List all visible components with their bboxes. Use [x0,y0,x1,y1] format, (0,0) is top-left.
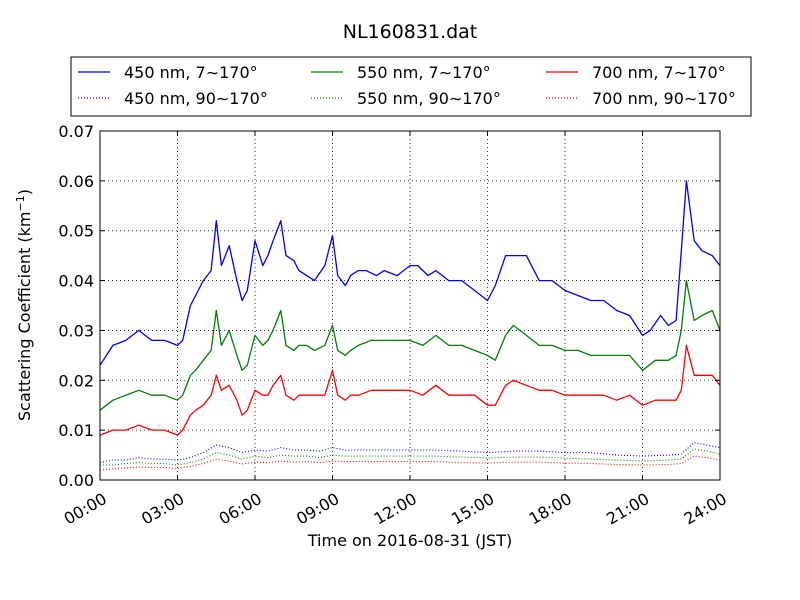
y-tick-label: 0.07 [58,122,94,141]
legend-label: 550 nm, 7∼170° [357,63,491,82]
legend-label: 550 nm, 90∼170° [357,89,501,108]
x-tick-label: 09:00 [293,489,342,529]
x-axis-label: Time on 2016-08-31 (JST) [307,531,512,550]
series-line-4 [99,344,721,436]
y-axis-label: Scattering Coefficient (km−1) [14,189,34,421]
legend-label: 450 nm, 7∼170° [124,63,258,82]
y-axis-label-close: ) [15,189,34,195]
series-line-2 [99,279,721,411]
x-tick-label: 24:00 [681,489,730,529]
legend-label: 450 nm, 90∼170° [124,89,268,108]
x-tick-label: 18:00 [526,489,575,529]
series-line-0 [99,180,721,366]
y-tick-label: 0.00 [58,471,94,490]
chart-title: NL160831.dat [343,21,478,43]
chart-series [99,180,721,471]
y-tick-label: 0.06 [58,172,94,191]
x-tick-labels: 00:00 03:00 06:00 09:00 12:00 15:00 18:00 21:00… [61,489,730,529]
legend-label: 700 nm, 90∼170° [592,89,736,108]
x-tick-label: 15:00 [448,489,497,529]
chart-legend: 450 nm, 7∼170° 450 nm, 90∼170° 550 nm, 7∼1… [70,56,752,117]
y-tick-label: 0.01 [58,421,94,440]
chart-ticks [99,130,721,481]
y-tick-label: 0.05 [58,222,94,241]
y-axis-label-main: Scattering Coefficient (km [15,211,34,421]
y-tick-labels: 0.00 0.01 0.02 0.03 0.04 0.05 0.06 0.07 [58,122,94,490]
legend-label: 700 nm, 7∼170° [592,63,726,82]
x-tick-label: 21:00 [603,489,652,529]
y-axis-label-sup: −1 [14,195,27,211]
series-line-1 [99,442,721,464]
chart-grid [100,131,720,480]
x-tick-label: 03:00 [138,489,187,529]
x-tick-label: 00:00 [61,489,110,529]
x-tick-label: 12:00 [371,489,420,529]
y-tick-label: 0.04 [58,272,94,291]
y-tick-label: 0.02 [58,371,94,390]
y-tick-label: 0.03 [58,321,94,340]
legend-box [70,56,752,117]
x-tick-label: 06:00 [216,489,265,529]
series-line-5 [99,455,721,471]
